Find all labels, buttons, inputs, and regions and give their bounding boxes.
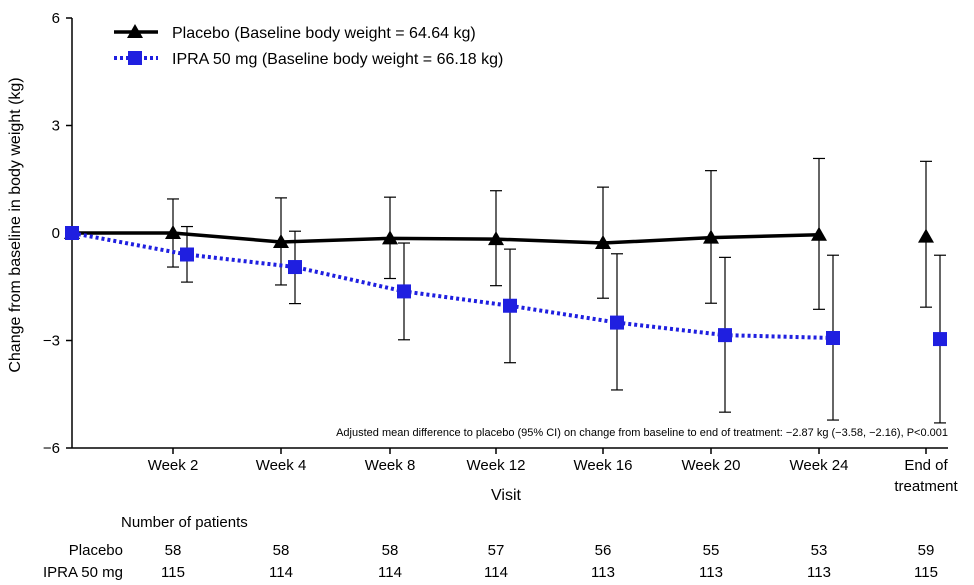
data-point [180,247,194,262]
x-tick-label: Week 8 [365,457,416,474]
data-point [488,231,504,246]
patients-count: 113 [591,564,615,581]
series-line [72,231,820,245]
x-tick-label: Week 4 [256,457,307,474]
data-point [595,235,611,250]
x-tick-label: Week 24 [790,457,849,474]
legend-entry: Placebo (Baseline body weight = 64.64 kg… [114,24,476,42]
patients-count: 114 [378,564,402,581]
data-point [382,230,398,245]
data-point [703,229,719,244]
patients-count: 57 [488,542,505,559]
series-ipra [65,225,947,424]
x-tick-label: Week 2 [148,457,199,474]
legend-label: Placebo (Baseline body weight = 64.64 kg… [172,25,476,42]
data-point [65,226,79,240]
series-layer [64,157,947,424]
y-tick-label: 3 [52,118,60,135]
data-point [397,284,411,299]
series-placebo [64,157,934,310]
x-tick-label: Week 16 [574,457,633,474]
x-tick-label: End of [904,457,948,474]
x-axis-title: Visit [491,487,521,504]
data-point [933,332,947,347]
patients-count: 53 [811,542,828,559]
data-point [127,24,143,38]
y-tick-label: 0 [52,225,60,242]
data-point [128,51,142,65]
patients-row-label: Placebo [69,542,123,559]
patients-count: 113 [699,564,723,581]
patients-count: 115 [914,564,938,581]
patients-table-title: Number of patients [121,514,248,531]
data-point [610,315,624,330]
patients-count: 114 [269,564,293,581]
patients-table: Number of patients Placebo 58 58 58 57 56 55 53… [43,514,938,581]
data-point [826,330,840,345]
x-tick-label: Week 12 [467,457,526,474]
patients-count: 58 [165,542,182,559]
patients-count: 59 [918,542,935,559]
y-tick-label: −6 [43,440,60,457]
data-point [288,260,302,275]
patients-count: 114 [484,564,508,581]
legend-entry: IPRA 50 mg (Baseline body weight = 66.18… [114,51,503,68]
data-point [503,298,517,313]
patients-count: 58 [273,542,290,559]
y-tick-label: 6 [52,10,60,27]
data-point [811,226,827,241]
chart-annotation: Adjusted mean difference to placebo (95%… [336,427,948,439]
series-line [71,231,834,340]
data-point [718,328,732,343]
legend-label: IPRA 50 mg (Baseline body weight = 66.18… [172,51,503,68]
patients-count: 113 [807,564,831,581]
x-tick-label: treatment [894,478,958,495]
y-tick-label: −3 [43,333,60,350]
patients-count: 115 [161,564,185,581]
y-axis-title: Change from baseline in body weight (kg) [7,77,24,372]
x-tick-label: Week 20 [682,457,741,474]
legend: Placebo (Baseline body weight = 64.64 kg… [114,24,503,68]
patients-row-label: IPRA 50 mg [43,564,123,581]
data-point [273,233,289,248]
patients-count: 58 [382,542,399,559]
x-axis-ticks: Week 2 Week 4 Week 8 Week 12 Week 16 Week 20 W… [148,448,959,495]
data-point [918,228,934,243]
patients-count: 56 [595,542,612,559]
data-point [165,225,181,239]
patients-count: 55 [703,542,720,559]
